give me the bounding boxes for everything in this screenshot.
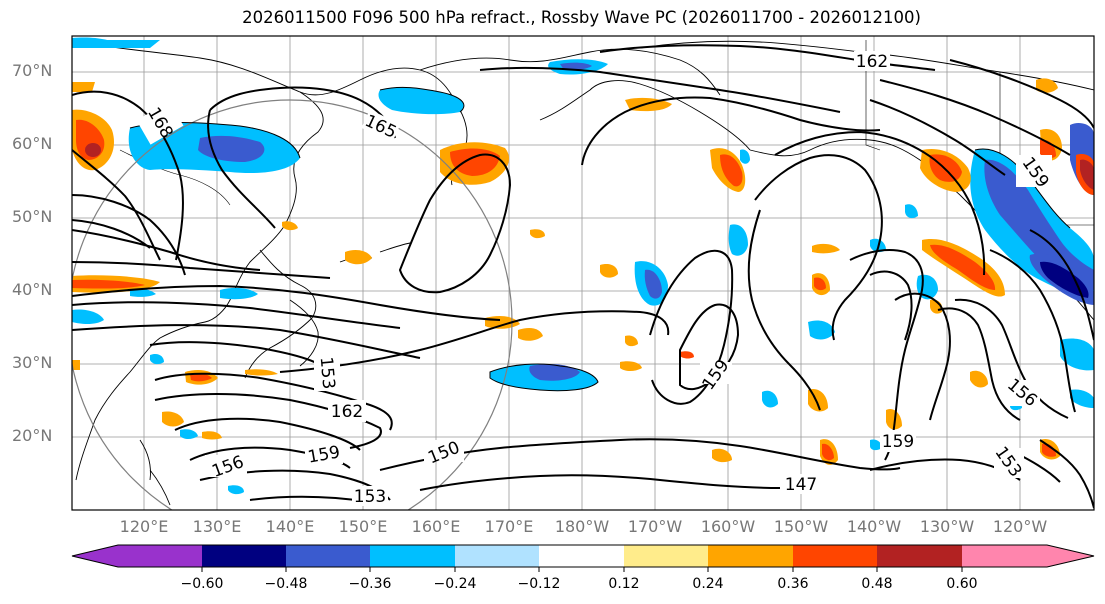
lon-label: 130°W bbox=[919, 517, 975, 536]
lon-label: 170°W bbox=[627, 517, 683, 536]
lon-label: 140°E bbox=[265, 517, 315, 536]
contour-label: 153 bbox=[354, 487, 386, 507]
colorbar-segment bbox=[455, 545, 539, 567]
colorbar bbox=[71, 544, 1095, 572]
colorbar-segment bbox=[202, 545, 286, 567]
lat-label: 30°N bbox=[12, 353, 53, 372]
contour-label: 153 bbox=[316, 356, 339, 390]
colorbar-segment bbox=[793, 545, 877, 567]
lat-label: 20°N bbox=[12, 426, 53, 445]
colorbar-segment bbox=[962, 545, 1047, 567]
lon-label: 120°W bbox=[992, 517, 1048, 536]
colorbar-segment bbox=[539, 545, 624, 567]
refractivity-contours bbox=[72, 44, 1094, 509]
contour-label: 159 bbox=[882, 432, 914, 452]
lat-label: 70°N bbox=[12, 61, 53, 80]
lon-label: 140°W bbox=[846, 517, 902, 536]
colorbar-tick-label: −0.60 bbox=[180, 576, 224, 592]
colorbar-segment bbox=[286, 545, 370, 567]
lon-label: 180°W bbox=[554, 517, 610, 536]
colorbar-segment bbox=[708, 545, 793, 567]
contour-label: 162 bbox=[331, 402, 363, 422]
lon-label: 150°W bbox=[773, 517, 829, 536]
lat-label: 50°N bbox=[12, 207, 53, 226]
lat-label: 40°N bbox=[12, 280, 53, 299]
colorbar-tick-label: 0.60 bbox=[946, 576, 978, 592]
lon-label: 160°W bbox=[700, 517, 756, 536]
colorbar-ticks bbox=[201, 567, 963, 572]
colorbar-tick-label: −0.24 bbox=[433, 576, 477, 592]
contour-label: 162 bbox=[856, 52, 888, 72]
lon-label: 150°E bbox=[338, 517, 388, 536]
lon-label: 130°E bbox=[192, 517, 242, 536]
anomaly-shading bbox=[72, 37, 1094, 495]
colorbar-segment bbox=[118, 545, 202, 567]
colorbar-min-extension bbox=[72, 545, 118, 567]
colorbar-tick-label: −0.12 bbox=[517, 576, 561, 592]
contour-label-group: 168 165 162 162 159 159 159 159 156 156 … bbox=[136, 51, 1053, 507]
map-title: 2026011500 F096 500 hPa refract., Rossby… bbox=[242, 8, 921, 27]
colorbar-outline bbox=[71, 544, 1095, 568]
colorbar-tick-label: −0.36 bbox=[348, 576, 392, 592]
colorbar-segment bbox=[877, 545, 962, 567]
lon-label: 160°E bbox=[411, 517, 461, 536]
colorbar-segment bbox=[370, 545, 455, 567]
lat-label: 60°N bbox=[12, 134, 53, 153]
lon-label: 170°E bbox=[484, 517, 534, 536]
map-area: 168 165 162 162 159 159 159 159 156 156 … bbox=[72, 36, 1094, 510]
colorbar-segment bbox=[624, 545, 708, 567]
colorbar-tick-label: 0.48 bbox=[861, 576, 893, 592]
colorbar-tick-label: −0.48 bbox=[264, 576, 308, 592]
colorbar-tick-label: 0.36 bbox=[777, 576, 809, 592]
colorbar-max-extension bbox=[1047, 545, 1094, 567]
map-frame bbox=[71, 35, 1095, 511]
colorbar-tick-label: 0.12 bbox=[608, 576, 640, 592]
ocean-background bbox=[72, 36, 1094, 510]
contour-label: 147 bbox=[785, 475, 817, 495]
colorbar-tick-label: 0.24 bbox=[692, 576, 724, 592]
lon-label: 120°E bbox=[119, 517, 169, 536]
